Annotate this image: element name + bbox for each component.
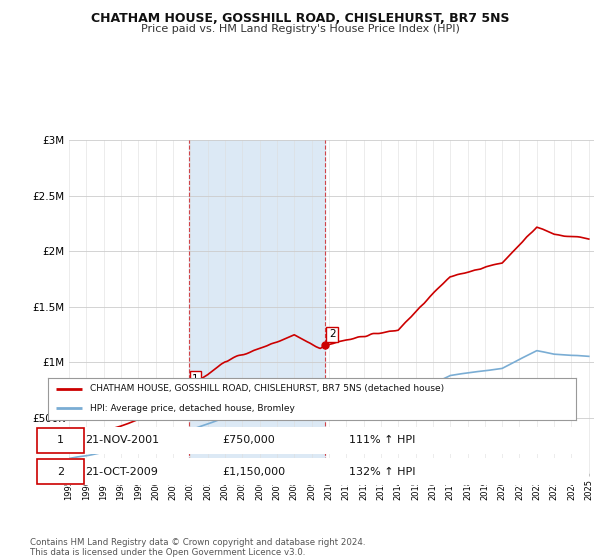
Text: 2: 2: [57, 466, 64, 477]
Text: 1: 1: [192, 374, 199, 384]
Text: 21-NOV-2001: 21-NOV-2001: [85, 435, 159, 445]
Text: 1: 1: [57, 435, 64, 445]
Text: £750,000: £750,000: [222, 435, 275, 445]
Text: Contains HM Land Registry data © Crown copyright and database right 2024.
This d: Contains HM Land Registry data © Crown c…: [30, 538, 365, 557]
Text: HPI: Average price, detached house, Bromley: HPI: Average price, detached house, Brom…: [90, 404, 295, 413]
Text: 21-OCT-2009: 21-OCT-2009: [85, 466, 158, 477]
Text: CHATHAM HOUSE, GOSSHILL ROAD, CHISLEHURST, BR7 5NS: CHATHAM HOUSE, GOSSHILL ROAD, CHISLEHURS…: [91, 12, 509, 25]
Text: CHATHAM HOUSE, GOSSHILL ROAD, CHISLEHURST, BR7 5NS (detached house): CHATHAM HOUSE, GOSSHILL ROAD, CHISLEHURS…: [90, 384, 445, 394]
Text: 132% ↑ HPI: 132% ↑ HPI: [349, 466, 415, 477]
Text: Price paid vs. HM Land Registry's House Price Index (HPI): Price paid vs. HM Land Registry's House …: [140, 24, 460, 34]
FancyBboxPatch shape: [37, 428, 84, 453]
FancyBboxPatch shape: [37, 459, 84, 484]
Text: 2: 2: [329, 329, 335, 339]
Text: 111% ↑ HPI: 111% ↑ HPI: [349, 435, 415, 445]
Bar: [188, 140, 325, 473]
Text: £1,150,000: £1,150,000: [222, 466, 286, 477]
